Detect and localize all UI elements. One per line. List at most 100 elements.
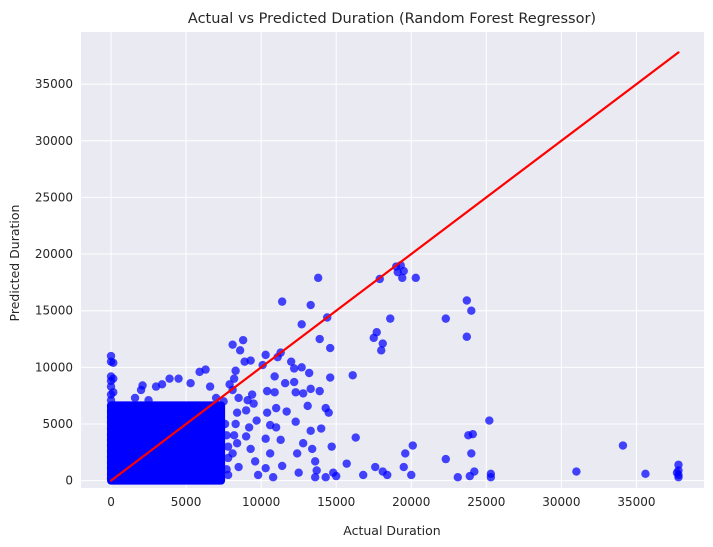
data-point [123, 401, 132, 411]
data-point [326, 373, 335, 382]
data-point [231, 366, 240, 375]
data-point [315, 386, 324, 396]
dense-point-cluster [107, 401, 226, 485]
data-point [286, 357, 296, 366]
data-point [467, 306, 476, 315]
data-point [672, 468, 682, 477]
data-point [165, 374, 174, 383]
data-point [485, 416, 494, 425]
data-point [138, 381, 147, 390]
data-point [201, 365, 210, 374]
y-tick-label: 35000 [35, 77, 73, 91]
data-point [268, 473, 278, 482]
x-axis-label: Actual Duration [343, 523, 440, 538]
data-point [291, 388, 300, 397]
data-point [106, 474, 116, 483]
y-tick-label: 20000 [35, 247, 73, 261]
data-point [304, 368, 314, 378]
data-point [303, 401, 312, 411]
x-tick-label: 10000 [242, 495, 280, 509]
data-point [144, 395, 153, 405]
data-point [246, 444, 255, 454]
data-point [271, 423, 281, 432]
data-point [470, 467, 479, 476]
data-point [277, 297, 287, 306]
data-point [205, 382, 215, 391]
data-point [310, 473, 320, 482]
data-point [277, 461, 287, 471]
y-axis-label: Predicted Duration [7, 205, 22, 322]
data-point [313, 273, 323, 283]
data-point [324, 408, 333, 417]
data-point [618, 441, 628, 450]
chart-title: Actual vs Predicted Duration (Random For… [188, 11, 596, 27]
data-point [244, 423, 254, 432]
data-point [462, 296, 472, 305]
data-point [270, 388, 279, 397]
data-point [441, 314, 450, 323]
data-point [315, 334, 324, 344]
data-point [411, 273, 420, 283]
data-point [399, 462, 408, 472]
data-point [186, 379, 195, 388]
data-point [247, 390, 257, 399]
y-tick-label: 25000 [35, 190, 73, 204]
data-point [383, 470, 392, 480]
y-tick-label: 15000 [35, 304, 73, 318]
data-point [222, 431, 231, 440]
y-tick-label: 0 [65, 474, 73, 488]
data-point [253, 470, 263, 480]
data-point [372, 328, 381, 337]
data-point [238, 335, 248, 345]
data-point [291, 417, 300, 426]
data-point [241, 406, 251, 415]
data-point [312, 466, 321, 475]
data-point [298, 439, 308, 448]
data-point [235, 346, 245, 355]
data-point [289, 364, 299, 373]
data-point [174, 374, 183, 383]
data-point [232, 408, 242, 417]
data-point [332, 471, 341, 481]
data-point [109, 358, 118, 368]
data-point [223, 470, 233, 480]
data-point [641, 469, 650, 479]
x-tick-label: 20000 [392, 495, 430, 509]
data-point [250, 457, 260, 466]
data-point [261, 350, 270, 360]
data-point [307, 444, 317, 454]
x-tick-label: 30000 [542, 495, 580, 509]
data-point [109, 388, 118, 397]
data-point [234, 393, 243, 403]
data-point [228, 340, 237, 349]
data-point [378, 339, 387, 348]
data-point [232, 439, 242, 448]
data-point [289, 377, 299, 387]
data-point [306, 426, 315, 435]
data-point [462, 332, 472, 341]
data-point [157, 380, 167, 389]
data-point [453, 473, 463, 482]
data-point [407, 470, 416, 480]
y-tick-label: 30000 [35, 134, 73, 148]
y-tick-label: 5000 [42, 417, 73, 431]
data-point [271, 403, 281, 413]
data-point [223, 442, 233, 451]
data-point [398, 273, 407, 283]
data-point [298, 389, 308, 398]
data-point [292, 449, 302, 458]
data-point [262, 408, 272, 417]
data-point [249, 399, 258, 408]
data-point [130, 393, 140, 403]
data-point [229, 431, 239, 440]
data-point [321, 473, 330, 482]
data-point [441, 454, 450, 464]
data-point [246, 356, 255, 365]
data-point [572, 467, 581, 476]
data-point [262, 386, 272, 396]
x-tick-label: 5000 [171, 495, 202, 509]
x-tick-label: 25000 [467, 495, 505, 509]
data-point [276, 435, 285, 445]
data-point [270, 372, 279, 381]
